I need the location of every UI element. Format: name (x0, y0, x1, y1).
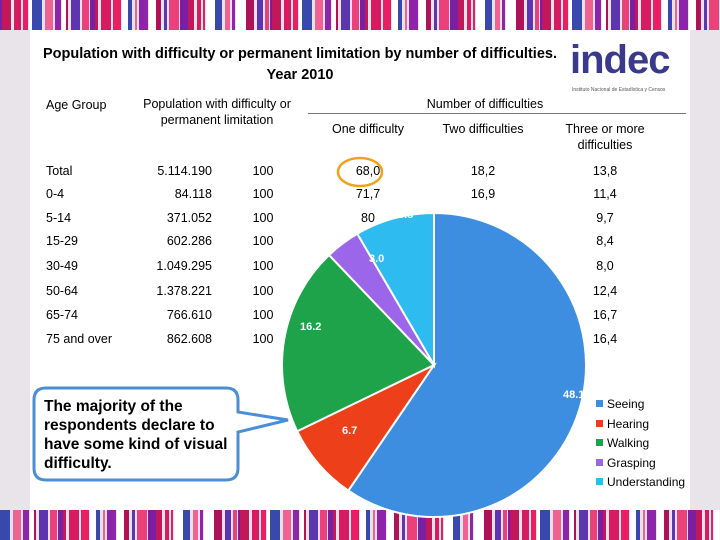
cell-three: 11,4 (593, 187, 617, 201)
pie-slice-walking (281, 253, 436, 433)
legend-swatch (596, 478, 603, 485)
slide-title: Population with difficulty or permanent … (43, 46, 557, 83)
decorative-stripes-top (0, 0, 719, 30)
cell-one: 68,0 (355, 164, 381, 178)
legend-label: Grasping (607, 455, 656, 470)
header-one-difficulty: One difficulty (331, 122, 405, 136)
pie-data-label: 6.7 (342, 425, 357, 437)
header-two-difficulties: Two difficulties (442, 122, 524, 136)
cell-pct: 100 (252, 308, 274, 322)
cell-population: 1.378.221 (156, 284, 212, 298)
header-number-of-difficulties: Number of difficulties (426, 97, 544, 111)
cell-three: 12,4 (592, 284, 618, 298)
cell-pct: 100 (252, 332, 274, 346)
cell-age: 30-49 (46, 259, 78, 273)
logo-subtitle: Instituto Nacional de Estadística y Cens… (572, 87, 666, 93)
decorative-stripes-bottom (0, 510, 720, 540)
callout-text: The majority of the respondents declare … (44, 398, 228, 472)
cell-three: 9,7 (596, 211, 614, 225)
legend-label: Hearing (607, 416, 650, 431)
cell-pct: 100 (252, 187, 274, 201)
cell-population: 1.049.295 (156, 259, 212, 273)
legend-swatch (596, 419, 603, 427)
cell-age: 75 and over (46, 332, 113, 346)
cell-age: 5-14 (46, 211, 72, 225)
cell-three: 16,7 (592, 308, 618, 322)
pie-data-label: 48.1 (563, 389, 584, 401)
header-population: Population with difficulty or permanent … (143, 97, 291, 127)
legend-label: Seeing (607, 397, 645, 411)
logo-wordmark: indec (570, 38, 670, 82)
pie-data-label: 3.0 (369, 253, 384, 265)
cell-age: 0-4 (46, 187, 65, 201)
cell-population: 5.114.190 (157, 164, 212, 178)
cell-age: 15-29 (46, 234, 78, 248)
cell-age: 50-64 (46, 284, 78, 298)
legend-swatch (596, 439, 603, 446)
cell-population: 862.608 (166, 332, 212, 346)
cell-three: 8,0 (596, 259, 614, 273)
cell-population: 766.610 (166, 308, 212, 322)
legend-swatch (596, 458, 603, 466)
cell-three: 8,4 (596, 234, 614, 248)
cell-population: 84.118 (174, 187, 212, 201)
cell-pct: 100 (252, 164, 274, 178)
cell-three: 16,4 (592, 332, 618, 346)
cell-one: 71,7 (355, 187, 381, 201)
cell-pct: 100 (252, 284, 274, 298)
cell-age: 65-74 (46, 308, 78, 322)
cell-two: 18,2 (470, 164, 496, 178)
cell-population: 371.052 (166, 211, 212, 225)
cell-pct: 100 (252, 234, 274, 248)
cell-two: 16,9 (470, 187, 496, 201)
cell-pct: 100 (252, 211, 274, 225)
cell-pct: 100 (252, 259, 274, 273)
header-rule (308, 113, 686, 114)
cell-age: Total (46, 164, 73, 178)
legend-swatch (596, 400, 603, 407)
legend-label: Walking (607, 436, 650, 450)
cell-population: 602.286 (166, 234, 212, 248)
cell-three: 13,8 (592, 164, 618, 178)
pie-slice-seeing (346, 211, 587, 518)
pie-data-label: 16.2 (300, 321, 321, 333)
legend-label: Understanding (607, 475, 686, 489)
header-three-or-more: Three or more difficulties (565, 122, 645, 152)
pie-data-label: 6.8 (398, 209, 413, 221)
indec-logo: indec Instituto Nacional de Estadística … (566, 38, 676, 94)
header-age-group: Age Group (46, 98, 107, 112)
cell-one: 80 (361, 211, 375, 225)
pie-slice-understanding (355, 211, 435, 369)
